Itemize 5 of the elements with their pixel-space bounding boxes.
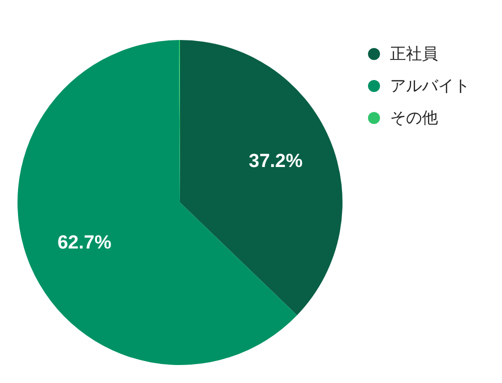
legend-label: 正社員 [390, 44, 438, 64]
data-label: 37.2% [248, 151, 303, 172]
data-label: 62.7% [57, 232, 112, 254]
legend-label: その他 [390, 108, 438, 128]
legend-label: アルバイト [390, 76, 470, 96]
